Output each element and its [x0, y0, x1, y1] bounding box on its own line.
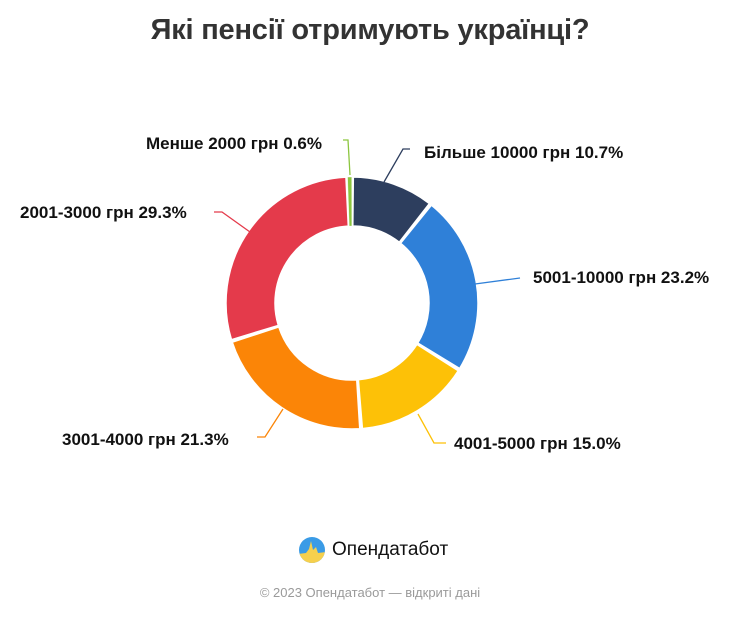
donut-segment [225, 176, 350, 341]
donut-segment [352, 176, 431, 243]
footer-copyright: © 2023 Опендатабот — відкриті дані [259, 585, 481, 600]
opendatabot-logo-icon [299, 537, 325, 563]
leader-line [474, 277, 521, 285]
label-more-10000: Більше 10000 грн 10.7% [424, 143, 624, 162]
leader-line [257, 408, 284, 438]
label-4001-5000: 4001-5000 грн 15.0% [454, 434, 621, 453]
label-3001-4000: 3001-4000 грн 21.3% [62, 430, 229, 449]
brand-name: Опендатабот [332, 539, 449, 560]
chart-title: Які пенсії отримують українці? [150, 14, 590, 46]
donut-segment [231, 326, 361, 430]
brand-logo: Опендатабот [298, 536, 448, 564]
label-5001-10000: 5001-10000 грн 23.2% [533, 268, 710, 287]
label-2001-3000: 2001-3000 грн 29.3% [20, 203, 187, 222]
donut-segment [347, 176, 352, 227]
leader-line [343, 139, 351, 176]
label-less-2000: Менше 2000 грн 0.6% [146, 134, 322, 153]
donut-segment [399, 204, 479, 370]
leader-line [417, 413, 446, 444]
donut-segment [357, 343, 459, 430]
leader-line [383, 148, 410, 183]
leader-line [214, 211, 251, 233]
